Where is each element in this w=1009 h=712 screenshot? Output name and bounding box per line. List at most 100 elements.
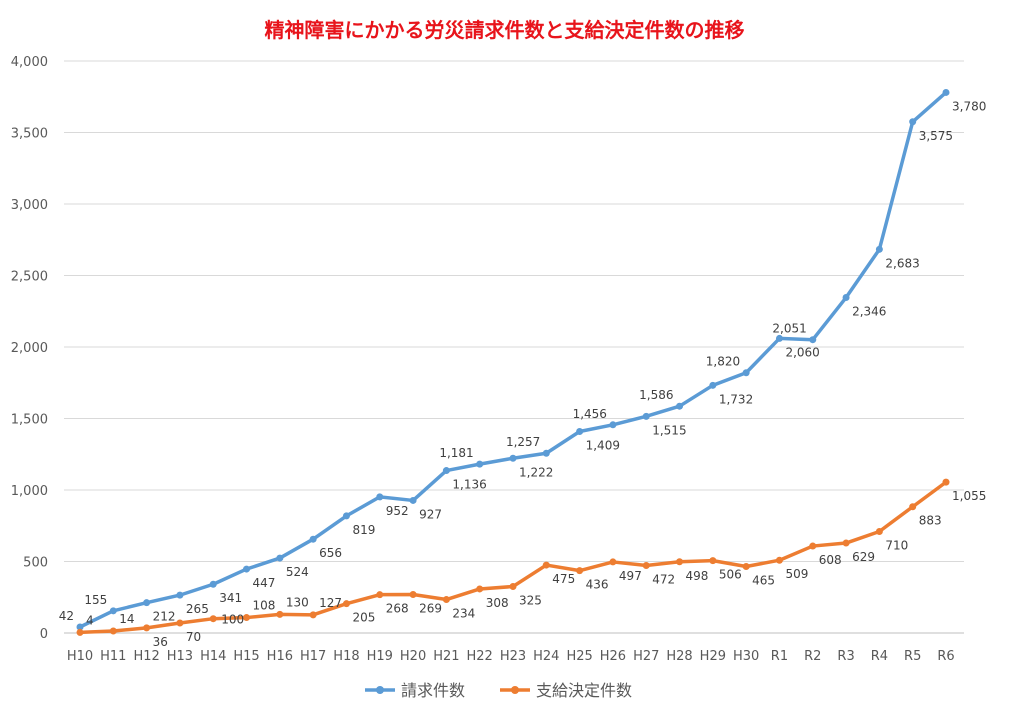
data-label: 2,051 <box>772 322 806 336</box>
chart-title: 精神障害にかかる労災請求件数と支給決定件数の推移 <box>264 18 745 42</box>
data-point <box>309 535 317 543</box>
data-point <box>676 402 684 410</box>
data-point <box>642 412 650 420</box>
x-tick-label: H27 <box>633 649 659 664</box>
legend-marker-2 <box>511 686 519 694</box>
data-label: 524 <box>286 565 309 579</box>
data-point <box>342 600 350 608</box>
x-tick-label: H29 <box>700 649 726 664</box>
data-label: 3,780 <box>952 99 986 113</box>
data-point <box>842 294 850 302</box>
y-tick-label: 1,000 <box>11 484 48 499</box>
legend-label-1: 請求件数 <box>401 681 465 700</box>
data-point <box>609 558 617 566</box>
data-label: 269 <box>419 602 442 616</box>
data-label: 36 <box>153 635 168 649</box>
data-point <box>209 615 217 623</box>
data-point <box>143 599 151 607</box>
x-tick-label: H28 <box>666 649 692 664</box>
data-label: 234 <box>452 607 475 621</box>
data-point <box>143 624 151 632</box>
x-tick-label: R5 <box>904 649 921 664</box>
data-label: 14 <box>119 612 134 626</box>
data-point <box>642 562 650 570</box>
data-point <box>509 583 517 591</box>
data-label: 1,586 <box>639 388 673 402</box>
data-point <box>709 381 717 389</box>
data-point <box>842 539 850 547</box>
data-point <box>809 336 817 344</box>
data-label: 509 <box>785 567 808 581</box>
series-line-2 <box>79 480 948 635</box>
x-tick-label: H18 <box>333 649 359 664</box>
data-label: 265 <box>186 602 209 616</box>
data-point <box>376 591 384 599</box>
data-point <box>342 512 350 520</box>
x-tick-label: H21 <box>433 649 459 664</box>
data-label: 1,409 <box>586 439 620 453</box>
data-label: 108 <box>253 599 276 613</box>
data-point <box>376 493 384 501</box>
x-tick-label: H22 <box>467 649 493 664</box>
x-tick-label: R4 <box>871 649 888 664</box>
data-label: 100 <box>221 613 244 627</box>
legend-label-2: 支給決定件数 <box>536 681 632 700</box>
data-label: 1,456 <box>573 407 607 421</box>
data-point <box>576 567 584 575</box>
x-tick-label: H16 <box>267 649 293 664</box>
data-label: 42 <box>59 609 74 623</box>
data-label: 1,515 <box>652 423 686 437</box>
data-point <box>775 334 783 342</box>
data-label: 155 <box>84 593 107 607</box>
data-label: 325 <box>519 594 542 608</box>
data-point <box>209 580 217 588</box>
data-point <box>709 557 717 565</box>
data-point <box>509 454 517 462</box>
data-point <box>942 478 950 486</box>
data-label: 1,732 <box>719 392 753 406</box>
data-label: 268 <box>386 602 409 616</box>
data-point <box>442 596 450 604</box>
x-tick-label: H14 <box>200 649 226 664</box>
data-label: 436 <box>586 578 609 592</box>
data-label: 1,181 <box>439 446 473 460</box>
data-point <box>109 607 117 615</box>
data-label: 341 <box>219 591 242 605</box>
data-point <box>775 556 783 564</box>
data-point <box>276 610 284 618</box>
y-tick-label: 3,000 <box>11 198 48 213</box>
data-point <box>676 558 684 566</box>
data-label: 1,222 <box>519 465 553 479</box>
data-point <box>942 88 950 96</box>
x-tick-label: H12 <box>133 649 159 664</box>
x-tick-label: H19 <box>367 649 393 664</box>
data-label: 3,575 <box>919 129 953 143</box>
x-tick-label: H10 <box>67 649 93 664</box>
data-label: 465 <box>752 574 775 588</box>
y-tick-label: 3,500 <box>11 127 48 142</box>
data-point <box>76 628 84 636</box>
data-label: 629 <box>852 550 875 564</box>
data-point <box>576 428 584 436</box>
data-label: 70 <box>186 630 201 644</box>
data-label: 497 <box>619 569 642 583</box>
x-tick-label: R6 <box>937 649 954 664</box>
data-point <box>243 565 251 573</box>
data-label: 447 <box>253 576 276 590</box>
data-label: 498 <box>686 569 709 583</box>
data-label: 927 <box>419 507 442 521</box>
data-point <box>276 554 284 562</box>
data-point <box>909 503 917 511</box>
x-tick-label: H11 <box>100 649 126 664</box>
data-label: 710 <box>885 538 908 552</box>
data-label: 127 <box>319 596 342 610</box>
data-label: 130 <box>286 595 309 609</box>
data-label: 1,055 <box>952 489 986 503</box>
data-label: 472 <box>652 573 675 587</box>
data-label: 475 <box>552 572 575 586</box>
data-label: 2,683 <box>885 256 919 270</box>
data-label: 1,820 <box>706 355 740 369</box>
data-point <box>409 496 417 504</box>
data-point <box>176 619 184 627</box>
data-point <box>309 611 317 619</box>
